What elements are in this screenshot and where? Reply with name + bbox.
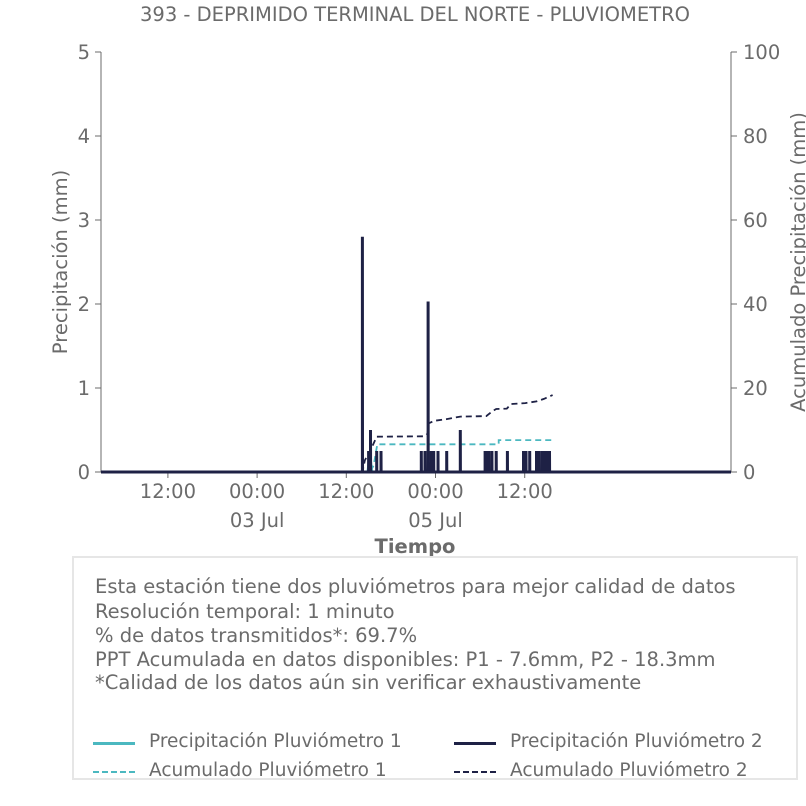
x-tick-label: 12:00: [140, 480, 196, 503]
legend-label-p1-precip: Precipitación Pluviómetro 1: [149, 731, 402, 752]
y-tick-label: 1: [78, 377, 90, 400]
y-tick-label: 3: [78, 209, 90, 232]
x-tick-label: 12:00: [497, 480, 553, 503]
chart-series: [101, 236, 731, 474]
legend-label-p2-acum: Acumulado Pluviómetro 2: [510, 760, 748, 781]
y-tick-label: 5: [78, 41, 90, 64]
x-tick-label: 12:00: [318, 480, 374, 503]
y2-axis-label: Acumulado Precipitación (mm): [787, 112, 806, 412]
legend-label-p2-precip: Precipitación Pluviómetro 2: [510, 731, 763, 752]
x-tick-date-label: 03 Jul: [230, 509, 285, 532]
info-box: Esta estación tiene dos pluviómetros par…: [72, 556, 798, 781]
y2-tick-label: 0: [743, 461, 755, 484]
info-line-transmitted: % de datos transmitidos*: 69.7%: [95, 624, 418, 647]
precipitation-chart: 393 - DEPRIMIDO TERMINAL DEL NORTE - PLU…: [49, 3, 806, 556]
legend-swatch-p1-precip: [93, 742, 135, 745]
y-tick-label: 4: [78, 125, 90, 148]
info-line-quality-note: *Calidad de los datos aún sin verificar …: [95, 671, 642, 694]
x-axis-label: Tiempo: [375, 535, 456, 556]
y-tick-label: 2: [78, 293, 90, 316]
legend-swatch-p2-precip: [454, 742, 496, 745]
chart-axes: 0 1 2 3 4 5 0 20 40 60 80 100 12:00 00:00 03 Jul 12:00 0…: [78, 41, 781, 532]
y2-tick-label: 60: [743, 209, 768, 232]
info-line-resolution: Resolución temporal: 1 minuto: [95, 600, 395, 623]
legend-label-p1-acum: Acumulado Pluviómetro 1: [149, 760, 387, 781]
info-line-stations: Esta estación tiene dos pluviómetros par…: [95, 575, 736, 598]
y2-tick-label: 40: [743, 293, 768, 316]
info-line-accumulated: PPT Acumulada en datos disponibles: P1 -…: [95, 648, 716, 671]
y-axis-label: Precipitación (mm): [49, 170, 72, 354]
legend-swatch-p1-acum: [93, 771, 135, 773]
series-line-precipitacion-pluviometro-1: [101, 455, 731, 474]
series-line-precipitacion-pluviometro-2: [101, 236, 731, 474]
y2-tick-label: 20: [743, 377, 768, 400]
y2-tick-label: 80: [743, 125, 768, 148]
x-tick-label: 00:00: [229, 480, 285, 503]
chart-title: 393 - DEPRIMIDO TERMINAL DEL NORTE - PLU…: [140, 3, 690, 26]
x-tick-date-label: 05 Jul: [408, 509, 463, 532]
series-line-acumulado-pluviometro-1: [101, 439, 553, 473]
y2-tick-label: 100: [743, 41, 780, 64]
x-tick-label: 00:00: [407, 480, 463, 503]
y-tick-label: 0: [78, 461, 90, 484]
legend-swatch-p2-acum: [454, 771, 496, 773]
series-line-acumulado-pluviometro-2: [101, 394, 553, 473]
